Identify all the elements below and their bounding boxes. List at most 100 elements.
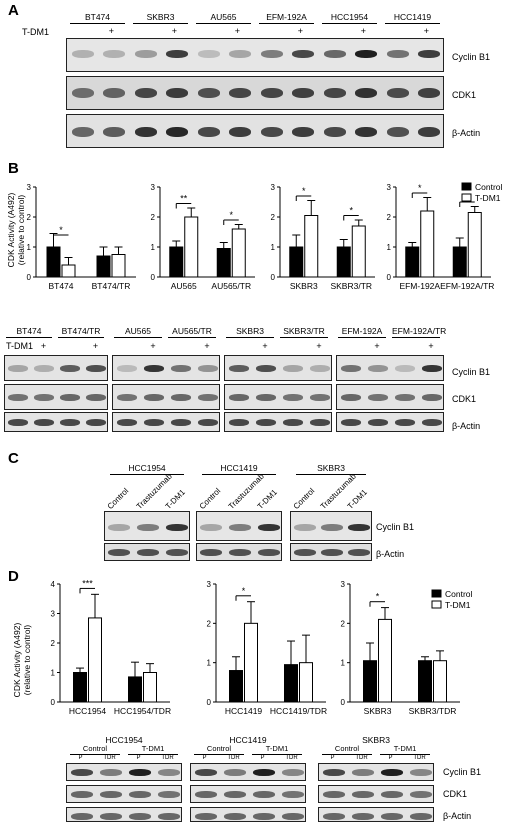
y-tick-label: 0 (151, 273, 156, 282)
y-tick-label: 2 (271, 213, 276, 222)
panel-b-band (367, 394, 388, 401)
panel-b-band (8, 394, 28, 401)
panel-a-plus-0: + (108, 26, 114, 36)
y-tick-label: 2 (27, 213, 32, 222)
panel-a-plus-5: + (423, 26, 429, 36)
panel-a-header-au565: AU565 (196, 12, 251, 24)
panel-a-band (166, 50, 189, 58)
panel-c-band (137, 524, 159, 531)
bar-chart-d1: 0 1 2 3 HCC1419 * HCC1419/TDR (207, 580, 328, 716)
bar-chart-d2: 0 1 2 3 SKBR3 * SKBR3/TDR (341, 580, 460, 716)
panel-a-header-hcc1954: HCC1954 (322, 12, 377, 24)
panel-d-band (281, 769, 304, 776)
x-tick-label: SKBR3/TR (330, 281, 372, 291)
legend-swatch (431, 589, 442, 598)
panel-b-band (309, 365, 330, 372)
panel-a-band (71, 88, 94, 98)
bar-control (289, 246, 304, 278)
x-tick-label: BT474 (48, 281, 73, 291)
panel-d-band (322, 791, 345, 798)
panel-a-band (103, 127, 126, 137)
panel-b-band (116, 419, 137, 426)
panel-a-band (323, 50, 346, 58)
bar-control (73, 672, 87, 703)
panel-d-band (194, 813, 217, 820)
y-tick-label: 0 (207, 698, 212, 707)
bar-control (405, 246, 420, 278)
panel-b-band (421, 419, 442, 426)
y-tick-label: 3 (151, 183, 156, 192)
panel-a-band (355, 88, 378, 98)
panel-b-band (340, 394, 361, 401)
x-tick-label: EFM-192A (399, 281, 440, 291)
y-tick-label: 2 (151, 213, 156, 222)
panel-d-band (157, 813, 180, 820)
panel-c-band (293, 524, 316, 531)
panel-d-subgroup-header: T-DM1 (380, 744, 430, 755)
bar-control (169, 246, 184, 278)
bar-control (229, 670, 243, 703)
bar-tdm1 (111, 254, 126, 278)
panel-b-band (34, 365, 54, 372)
y-tick-label: 4 (51, 580, 56, 589)
panel-b-band (86, 365, 106, 372)
y-tick-label: 0 (387, 273, 392, 282)
panel-b-band (8, 419, 28, 426)
panel-b-band (8, 365, 28, 372)
panel-a-row-label-cdk1: CDK1 (452, 90, 477, 100)
panel-a-plus-1: + (171, 26, 177, 36)
panel-b-band (60, 394, 80, 401)
bar-control (46, 246, 61, 278)
panel-c-group-header: SKBR3 (296, 463, 366, 475)
panel-b-band (170, 419, 191, 426)
sig-annotation: * (59, 225, 63, 235)
panel-d-band (99, 769, 122, 776)
y-tick-label: 3 (207, 580, 212, 589)
panel-d-band (322, 813, 345, 820)
panel-b-plus: + (204, 341, 210, 351)
legend-swatch (461, 193, 472, 202)
panel-a-header-skbr3: SKBR3 (133, 12, 188, 24)
panel-b-blot-header: EFM-192A/TR (392, 326, 447, 338)
panel-c-band (293, 549, 316, 556)
panel-d-band (380, 791, 403, 798)
panel-b-band (340, 419, 361, 426)
panel-d-letter: D (8, 568, 19, 585)
panel-b-band (170, 365, 191, 372)
panel-c-band (165, 549, 188, 556)
bar-tdm1 (184, 216, 199, 278)
bar-tdm1 (88, 617, 102, 703)
bar-tdm1 (420, 210, 435, 278)
panel-a-cdk1-blot (66, 76, 444, 110)
bar-chart-b1: 0 1 2 3 AU565 ** AU565/TR * (151, 183, 255, 291)
panel-d-band (99, 791, 122, 798)
panel-d-band (194, 769, 217, 776)
panel-c-band (348, 524, 371, 531)
y-axis-title: CDK Activity (A492) (12, 623, 22, 698)
panel-b-blot-header: BT474/TR (58, 326, 104, 338)
panel-d-band (223, 813, 246, 820)
panel-b-band (394, 419, 415, 426)
panel-c-row-label-cyclin-b1: Cyclin B1 (376, 522, 415, 532)
panel-d-lane-label: TDR (227, 755, 240, 761)
panel-c-cyclin-blot (290, 511, 372, 541)
panel-d-band (409, 791, 432, 798)
panel-d-lane-label: TDR (413, 755, 426, 761)
panel-a-band (229, 127, 252, 137)
sig-annotation: * (302, 186, 306, 196)
panel-d-lane-label: P (260, 755, 265, 761)
panel-d-group-header: HCC1419 (229, 735, 267, 745)
panel-d-lane-label: P (388, 755, 393, 761)
panel-d-band (409, 769, 432, 776)
panel-a-band (355, 50, 378, 58)
panel-a-band (71, 50, 94, 58)
panel-a-treatment-label: T-DM1 (22, 27, 49, 37)
panel-b-band (60, 365, 80, 372)
panel-b-blot-header: AU565 (114, 326, 162, 338)
panel-c-band (229, 549, 251, 556)
panel-d-blot (66, 763, 182, 781)
sig-annotation: *** (82, 578, 93, 588)
panel-d-lane-label: TDR (161, 755, 174, 761)
panel-a-row-label-actin: β-Actin (452, 128, 481, 138)
